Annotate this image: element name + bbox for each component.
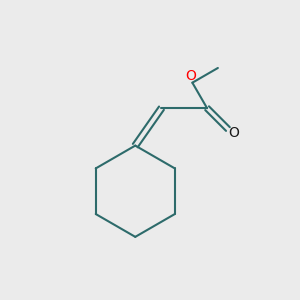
Text: O: O — [185, 69, 196, 83]
Text: O: O — [228, 126, 239, 140]
